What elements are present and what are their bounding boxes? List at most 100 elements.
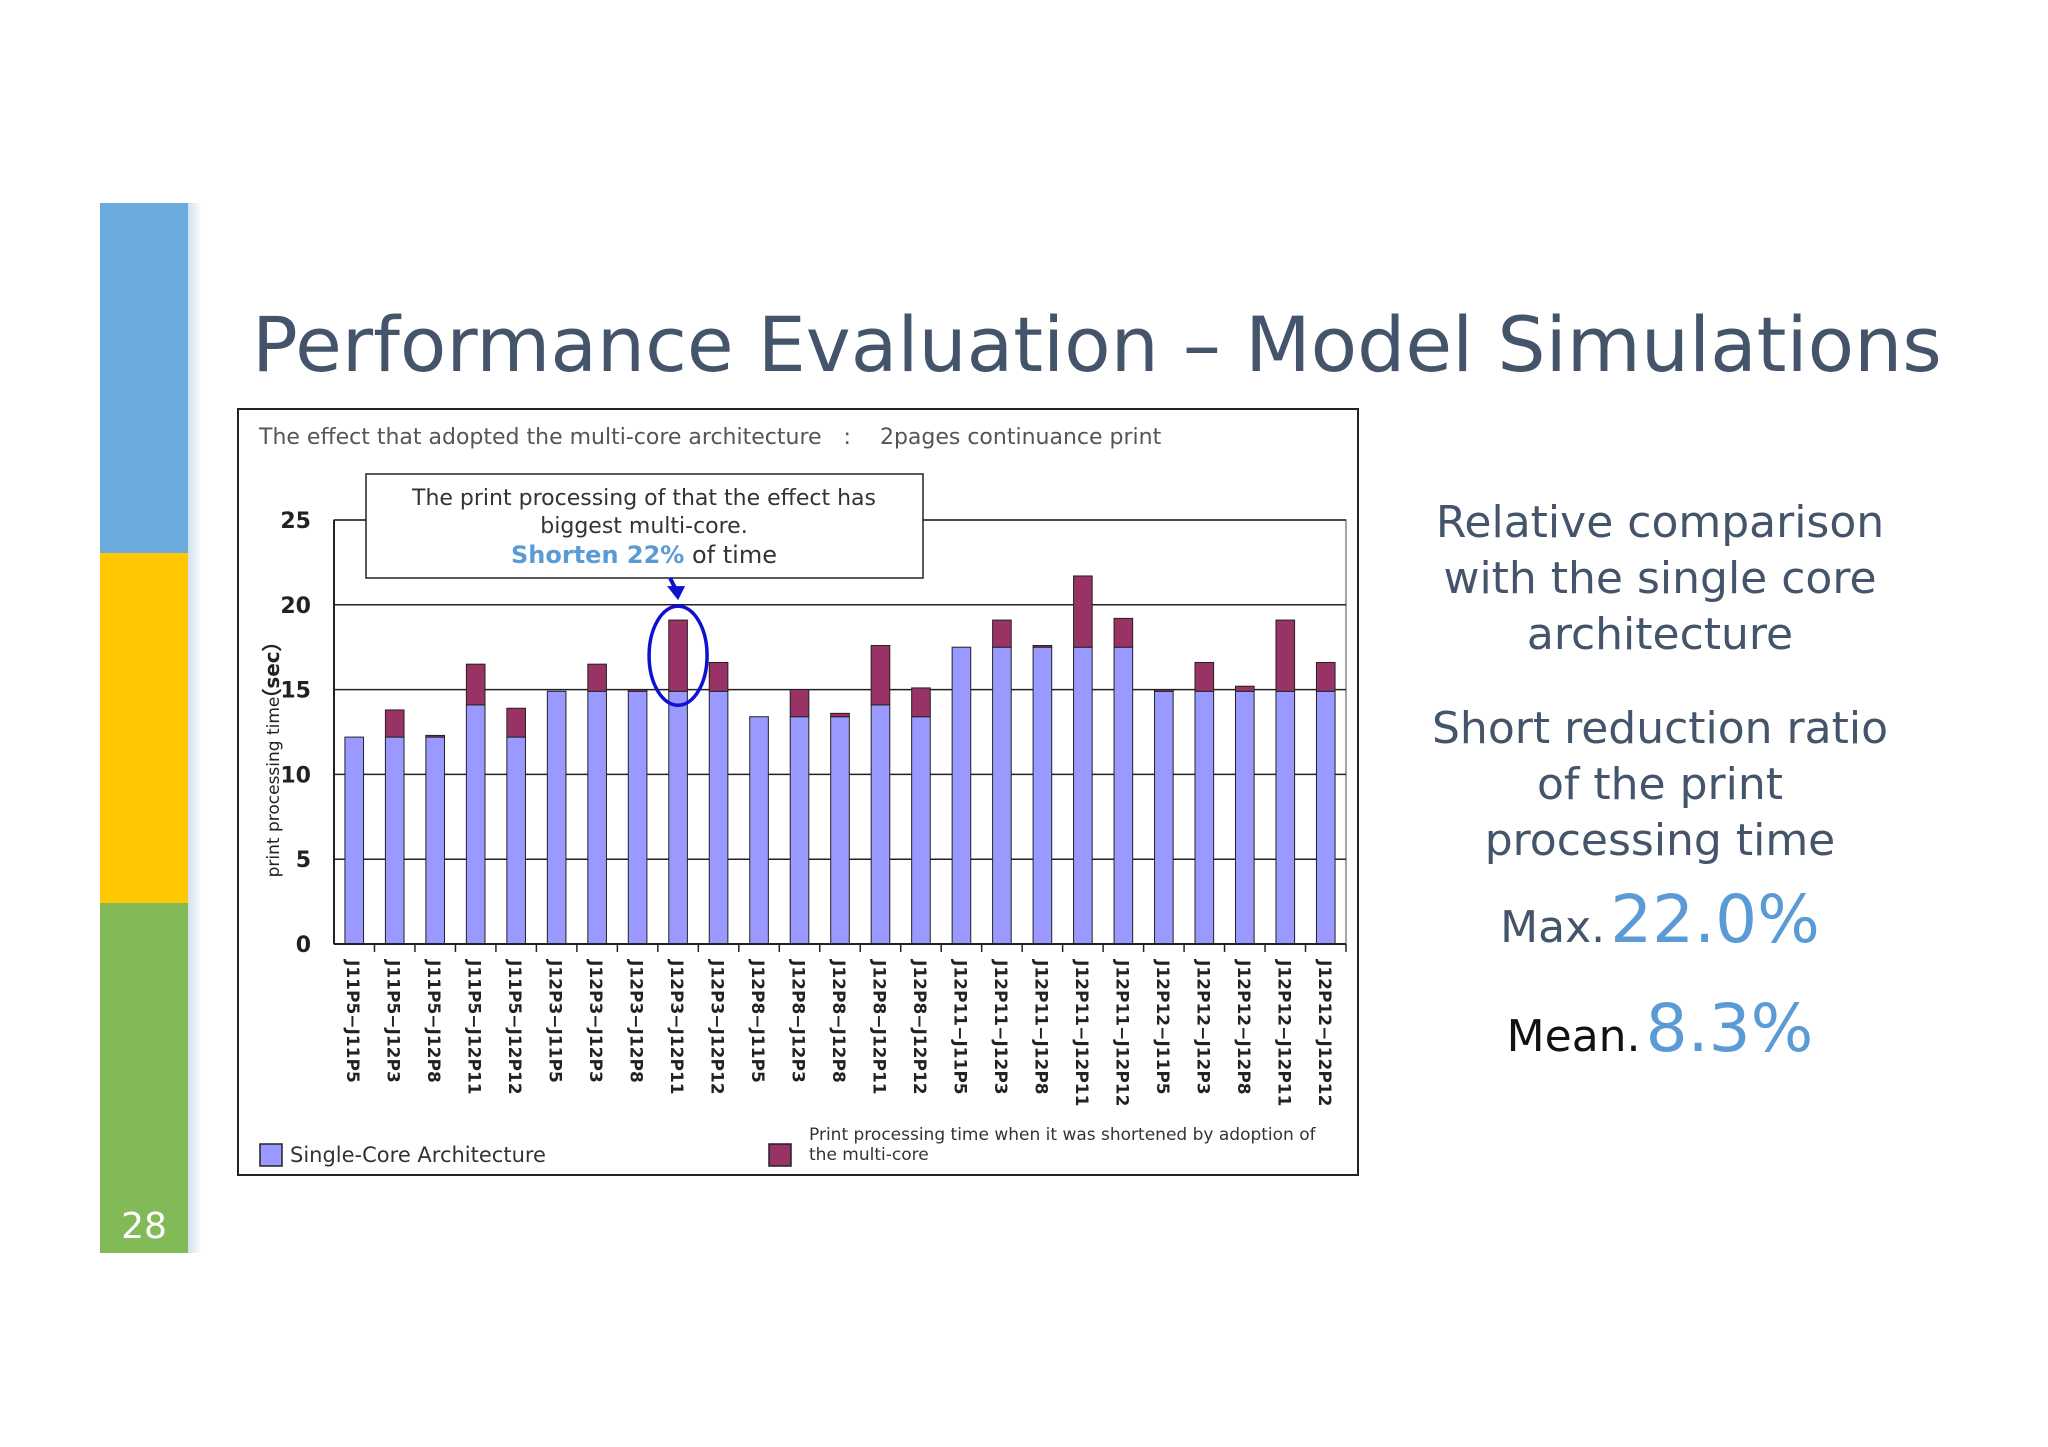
legend-single-label: Single-Core Architecture <box>290 1143 546 1167</box>
x-tick-label: J12P12−J12P11 <box>1273 959 1293 1106</box>
x-tick-label: J11P5−J12P3 <box>383 959 403 1083</box>
comparison-line: Relative comparison <box>1435 497 1885 548</box>
bar-single-core <box>465 704 486 945</box>
reduction-line: of the print <box>1537 759 1783 810</box>
chart-title: The effect that adopted the multi-core a… <box>258 425 1162 450</box>
bar-multi-core-reduction <box>708 661 729 692</box>
bar-multi-core-reduction <box>1154 689 1174 692</box>
bar-multi-core-reduction <box>870 645 891 706</box>
bar-multi-core-reduction <box>911 687 931 718</box>
bar-multi-core-reduction <box>668 619 688 692</box>
slide-title: Performance Evaluation – Model Simulatio… <box>252 300 1942 389</box>
legend-multi-label-line1: Print processing time when it was shorte… <box>809 1125 1317 1145</box>
bar-single-core <box>587 690 607 945</box>
sidebar-yellow-segment <box>100 553 188 903</box>
bar-multi-core-reduction <box>1113 617 1134 648</box>
sidebar-shadow <box>188 203 202 1253</box>
bar-single-core <box>344 736 365 945</box>
sidebar-blue-segment <box>100 203 188 553</box>
sidebar-green-segment <box>100 903 188 1253</box>
x-tick-label: J12P8−J12P3 <box>788 959 808 1083</box>
x-tick-label: J12P8−J12P11 <box>868 959 888 1095</box>
mean-value: 8.3% <box>1645 990 1814 1067</box>
x-tick-label: J12P12−J12P8 <box>1233 959 1253 1095</box>
mean-stat: Mean. 8.3% <box>1400 988 1920 1087</box>
bar-multi-core-reduction <box>992 619 1012 648</box>
callout-arrowhead <box>667 586 686 601</box>
bar-single-core <box>546 690 567 945</box>
x-tick-label: J12P3−J12P12 <box>707 959 727 1095</box>
annotation-box <box>365 473 924 579</box>
annotation-highlight: Shorten 22% <box>511 541 684 569</box>
bar-multi-core-reduction <box>1315 661 1336 692</box>
bar-single-core <box>992 646 1012 945</box>
max-label: Max. <box>1500 902 1606 953</box>
bar-multi-core-reduction <box>627 689 648 692</box>
bar-multi-core-reduction <box>587 663 607 692</box>
bar-single-core <box>789 716 810 945</box>
x-tick-label: J11P5−J11P5 <box>342 959 362 1083</box>
y-tick-label: 15 <box>280 679 311 704</box>
bar-single-core <box>425 736 446 945</box>
max-value: 22.0% <box>1610 881 1820 958</box>
x-tick-label: J12P11−J11P5 <box>949 959 969 1095</box>
max-stat: Max. 22.0% <box>1400 879 1920 978</box>
bar-multi-core-reduction <box>1234 685 1255 692</box>
summary-panel: Relative comparison with the single core… <box>1400 495 1920 1087</box>
x-tick-label: J12P3−J11P5 <box>545 959 565 1083</box>
bar-multi-core-reduction <box>1275 619 1296 692</box>
x-tick-label: J12P8−J11P5 <box>747 959 767 1083</box>
bar-single-core <box>1234 690 1255 945</box>
annotation-line3: Shorten 22% of time <box>511 541 777 569</box>
y-tick-label: 0 <box>296 933 311 958</box>
x-tick-label: J12P3−J12P11 <box>666 959 686 1095</box>
x-tick-label: J11P5−J12P11 <box>464 959 484 1095</box>
y-axis-unit: （sec） <box>260 631 284 708</box>
bar-multi-core-reduction <box>384 709 405 738</box>
bar-multi-core-reduction <box>1194 661 1215 692</box>
x-tick-label: J12P3−J12P8 <box>626 959 646 1083</box>
x-tick-label: J11P5−J12P12 <box>504 959 524 1095</box>
legend-single-swatch <box>259 1143 283 1167</box>
x-tick-label: J12P3−J12P3 <box>585 959 605 1083</box>
bars-layer <box>344 575 1336 945</box>
bar-multi-core-reduction <box>1073 575 1093 648</box>
x-tick-label: J12P12−J12P3 <box>1192 959 1212 1095</box>
annotation: The print processing of that the effect … <box>365 473 924 708</box>
y-tick-label: 5 <box>296 848 311 873</box>
x-tick-label: J12P11−J12P12 <box>1111 959 1131 1106</box>
slide-number: 28 <box>121 1206 167 1247</box>
x-tick-label: J12P8−J12P8 <box>828 959 848 1083</box>
bar-single-core <box>1194 690 1215 945</box>
bar-multi-core-reduction <box>465 663 486 706</box>
bar-multi-core-reduction <box>425 734 446 738</box>
bar-chart: The effect that adopted the multi-core a… <box>258 425 1347 1167</box>
reduction-line: Short reduction ratio <box>1432 703 1888 754</box>
x-tick-label: J12P11−J12P8 <box>1030 959 1050 1095</box>
bar-single-core <box>1275 690 1296 945</box>
bar-single-core <box>708 690 729 945</box>
axis-layer: 0 5 10 15 20 25 print processing time（sec） <box>260 509 1347 958</box>
bar-multi-core-reduction <box>1032 645 1053 648</box>
bar-single-core <box>668 690 688 945</box>
x-tick-label: J12P11−J12P3 <box>990 959 1010 1095</box>
y-tick-label: 20 <box>280 594 311 619</box>
bar-single-core <box>1113 646 1134 945</box>
reduction-line: processing time <box>1484 815 1836 866</box>
chart-legend: Single-Core Architecture Print processin… <box>259 1125 1317 1167</box>
mean-label: Mean. <box>1506 1011 1641 1062</box>
bar-single-core <box>1032 646 1053 945</box>
comparison-line: with the single core <box>1443 553 1877 604</box>
bar-single-core <box>951 646 972 945</box>
x-tick-labels: J11P5−J11P5 J11P5−J12P3 J11P5−J12P8 J11P5−J… <box>342 959 1334 1106</box>
bar-single-core <box>384 736 405 945</box>
chart-container: The effect that adopted the multi-core a… <box>237 408 1359 1176</box>
comparison-text: Relative comparison with the single core… <box>1400 495 1920 663</box>
bar-single-core <box>1154 690 1174 945</box>
bar-multi-core-reduction <box>830 712 850 718</box>
x-tick-label: J12P11−J12P11 <box>1071 959 1091 1106</box>
x-tick-label: J12P8−J12P12 <box>909 959 929 1095</box>
bar-multi-core-reduction <box>506 707 526 738</box>
reduction-text: Short reduction ratio of the print proce… <box>1400 701 1920 869</box>
x-tick-label: J12P12−J12P12 <box>1314 959 1334 1106</box>
